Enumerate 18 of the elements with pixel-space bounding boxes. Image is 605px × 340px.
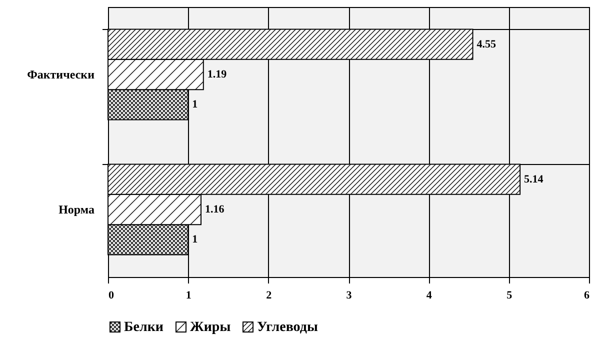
data-label: 5.14 [524, 173, 544, 186]
x-tick-label: 4 [426, 290, 432, 302]
x-tick-label: 5 [506, 290, 513, 302]
x-tick-label: 1 [186, 290, 192, 302]
data-label: 1.16 [204, 204, 225, 216]
x-tick-label: 6 [584, 290, 590, 302]
y-tick-label: Норма [58, 202, 94, 216]
data-label: 1 [192, 98, 198, 111]
legend-label: Жиры [190, 320, 231, 335]
x-tick-label: 0 [108, 290, 114, 302]
legend-label: Белки [124, 320, 164, 335]
y-tick-label: Фактически [27, 68, 95, 82]
legend-label: Углеводы [257, 320, 318, 335]
data-label: 1.19 [207, 68, 228, 80]
x-tick-label: 2 [266, 290, 272, 302]
x-tick-label: 3 [346, 290, 352, 302]
data-label: 1 [192, 234, 198, 246]
data-label: 4.55 [476, 38, 497, 50]
